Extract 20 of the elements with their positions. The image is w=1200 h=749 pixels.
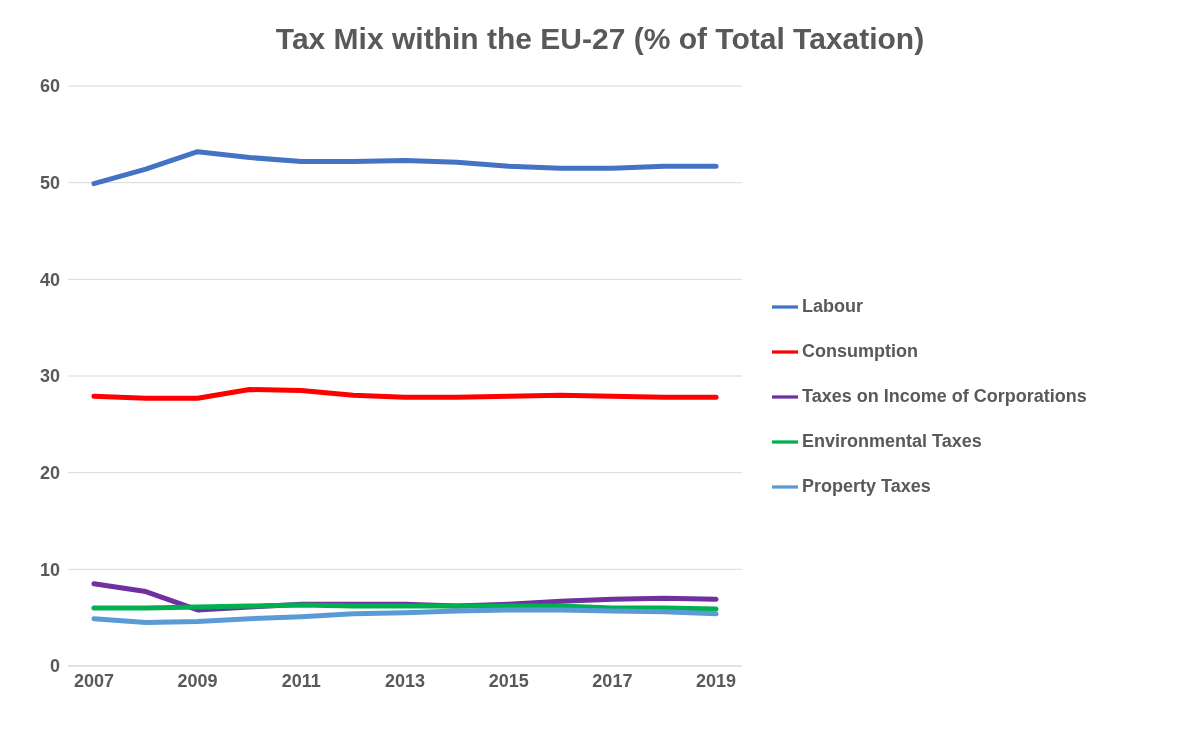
y-tick-label: 10: [39, 559, 60, 580]
legend-label: Labour: [802, 295, 863, 316]
x-tick-label: 2019: [696, 670, 737, 691]
x-tick-label: 2013: [384, 670, 426, 691]
x-tick-label: 2007: [73, 670, 114, 691]
y-tick-label: 30: [39, 366, 60, 387]
y-tick-label: 0: [49, 656, 60, 677]
legend-label: Consumption: [802, 340, 918, 361]
x-tick-label: 2017: [592, 670, 633, 691]
chart-title: Tax Mix within the EU-27 (% of Total Taxation): [274, 22, 926, 56]
y-tick-label: 60: [39, 76, 60, 97]
y-tick-label: 20: [39, 463, 60, 484]
legend-label: Taxes on Income of Corporations: [802, 385, 1087, 406]
legend-label: Environmental Taxes: [802, 430, 982, 451]
x-tick-label: 2015: [488, 670, 529, 691]
legend-label: Property Taxes: [802, 475, 931, 496]
y-tick-label: 50: [39, 173, 60, 194]
x-tick-label: 2009: [177, 670, 218, 691]
x-tick-label: 2011: [281, 670, 321, 691]
y-tick-label: 40: [39, 269, 60, 290]
